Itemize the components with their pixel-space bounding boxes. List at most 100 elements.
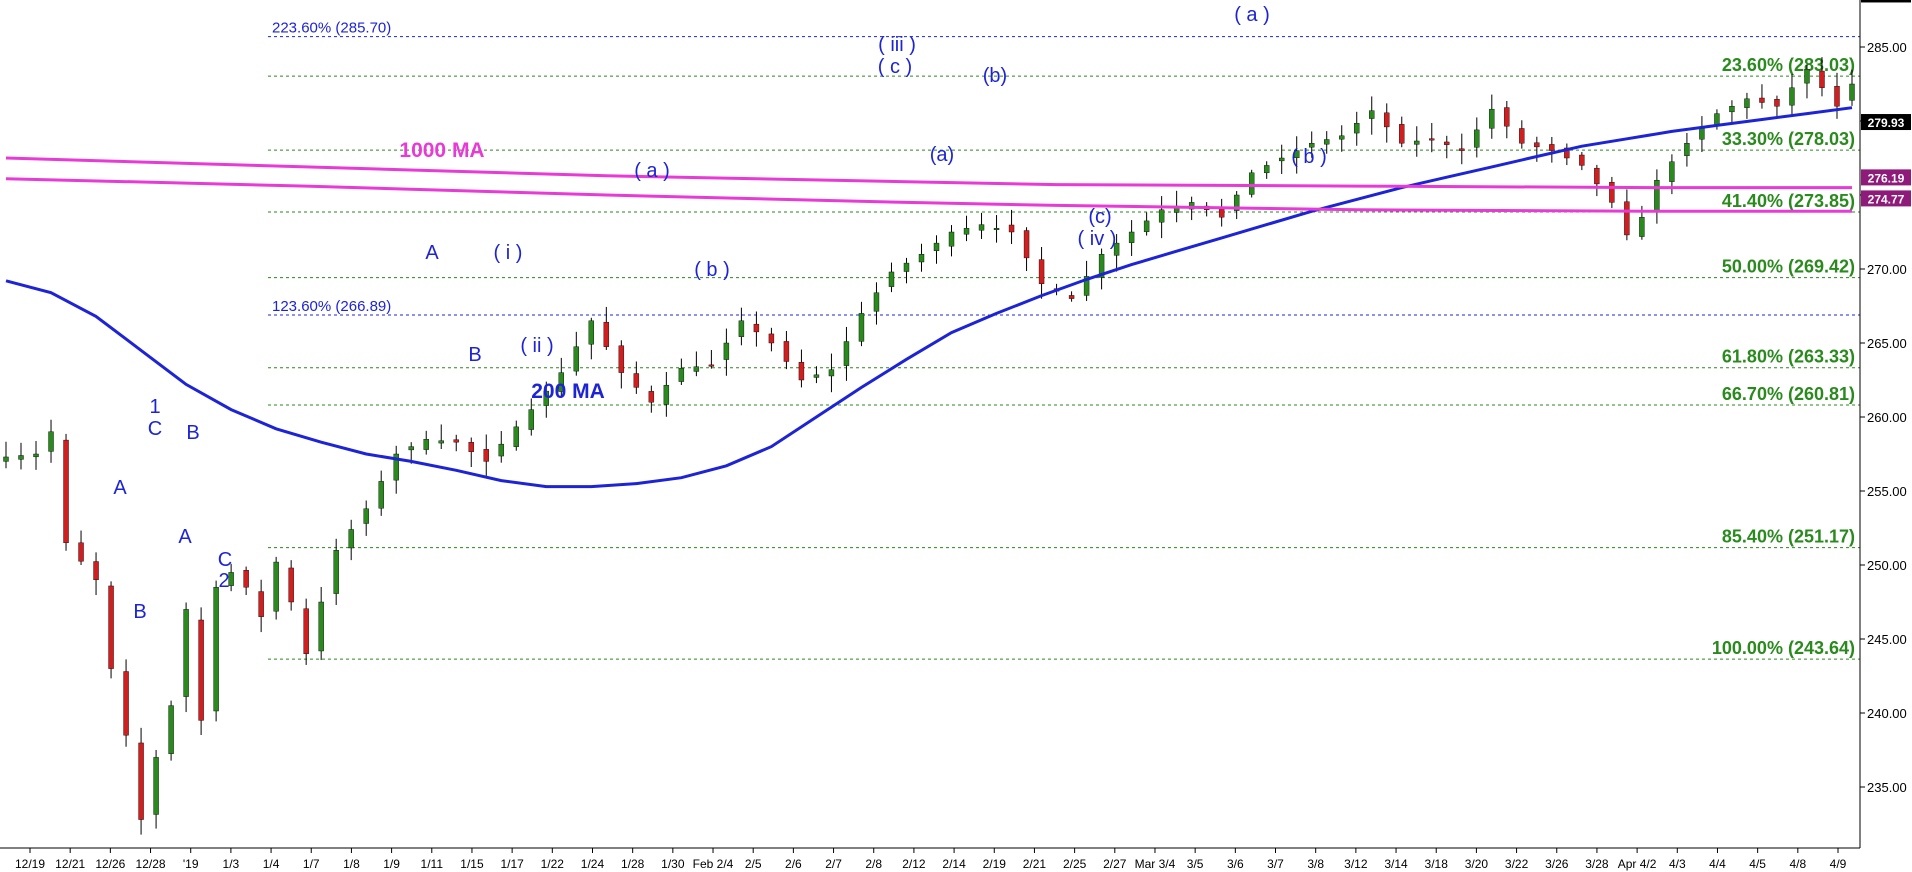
wave-label: C <box>218 549 232 571</box>
x-tick-label: 2/21 <box>1023 857 1047 871</box>
wave-label: A <box>113 477 127 499</box>
candle-body <box>588 320 595 345</box>
candle-body <box>558 372 565 392</box>
moving-averages <box>5 106 1853 489</box>
wave-label: 1000 MA <box>399 139 484 162</box>
candle-body <box>858 313 865 342</box>
candle-body <box>318 601 324 652</box>
candle-body <box>1158 209 1165 223</box>
candle-body <box>393 453 399 481</box>
candle-body <box>813 374 820 378</box>
candle-body <box>873 292 880 312</box>
wave-label: ( iv ) <box>1078 228 1117 250</box>
candle-body <box>963 228 970 235</box>
candle-body <box>903 262 910 272</box>
candle-body <box>408 446 414 451</box>
x-tick-label: 3/5 <box>1187 857 1204 871</box>
wave-label: (c) <box>1088 206 1111 228</box>
candle-body <box>498 443 504 457</box>
wave-label: ( ii ) <box>520 335 553 357</box>
candle-body <box>108 585 114 669</box>
candle-body <box>933 242 940 252</box>
x-tick-label: 3/12 <box>1344 857 1368 871</box>
wave-label: ( b ) <box>1291 146 1327 168</box>
candle-body <box>438 440 444 444</box>
x-tick-label: 4/4 <box>1709 857 1726 871</box>
candle-body <box>1579 154 1585 166</box>
candle-body <box>513 426 519 447</box>
y-tick-label: 235.00 <box>1867 780 1907 795</box>
candle-body <box>1248 172 1255 195</box>
y-tick-label: 270.00 <box>1867 262 1907 277</box>
fib-level-label: 100.00% (243.64) <box>1712 638 1855 658</box>
x-tick-label: 1/9 <box>383 857 400 871</box>
candle-body <box>1639 216 1645 237</box>
x-tick-label: Feb 2/4 <box>693 857 734 871</box>
candle-body <box>1429 138 1435 141</box>
candle-body <box>1534 142 1540 148</box>
price-tag-label: 276.19 <box>1868 171 1905 185</box>
candle-body <box>1263 165 1270 174</box>
y-tick-label: 250.00 <box>1867 558 1907 573</box>
price-tag-label: 288.55 <box>1868 0 1905 2</box>
candle-body <box>3 456 9 462</box>
candle-body <box>1759 97 1765 103</box>
fibonacci-levels: 223.60% (285.70) 23.60% (283.03) 33.30% (2… <box>268 20 1860 660</box>
wave-label: B <box>186 422 199 444</box>
candle-body <box>183 609 189 697</box>
x-tick-label: 1/3 <box>223 857 240 871</box>
price-tag-box <box>1861 0 1911 3</box>
candle-body <box>1744 98 1750 108</box>
x-tick-label: 1/8 <box>343 857 360 871</box>
candle-body <box>1233 194 1240 211</box>
candle-body <box>1489 108 1495 129</box>
candle-body <box>348 529 354 549</box>
candle-body <box>1354 123 1360 134</box>
candle-body <box>648 391 655 403</box>
candle-body <box>1729 105 1735 113</box>
wave-label: A <box>425 242 439 264</box>
x-tick-label: 1/4 <box>263 857 280 871</box>
candle-body <box>228 572 234 586</box>
x-tick-label: 2/27 <box>1103 857 1127 871</box>
candle-body <box>1474 129 1480 148</box>
candle-body <box>783 341 790 362</box>
candle-body <box>1369 110 1375 119</box>
candle-body <box>1414 140 1420 145</box>
candle-body <box>1384 112 1390 128</box>
x-tick-label: 1/24 <box>581 857 605 871</box>
candle-body <box>1774 99 1780 107</box>
fib-level-label: 23.60% (283.03) <box>1722 55 1855 75</box>
candle-body <box>1804 68 1810 84</box>
candle-body <box>1188 202 1195 210</box>
x-tick-label: 3/8 <box>1307 857 1324 871</box>
candle-body <box>1444 141 1450 145</box>
candle-body <box>798 362 805 381</box>
candle-body <box>18 455 24 460</box>
x-tick-label: 2/7 <box>825 857 842 871</box>
candle-body <box>993 228 1000 231</box>
candle-body <box>213 587 219 712</box>
candle-body <box>78 542 84 562</box>
moving-average-line <box>5 106 1853 489</box>
x-tick-label: 3/18 <box>1425 857 1449 871</box>
price-candles <box>3 57 1855 835</box>
candle-body <box>918 253 925 263</box>
candle-body <box>1128 231 1135 243</box>
wave-label: C <box>148 418 162 440</box>
y-tick-label: 260.00 <box>1867 410 1907 425</box>
x-tick-label: 1/17 <box>500 857 524 871</box>
candle-body <box>93 561 99 581</box>
candle-body <box>1008 224 1015 233</box>
x-tick-label: 3/20 <box>1465 857 1489 871</box>
candle-body <box>1699 128 1705 140</box>
candle-body <box>1849 83 1855 101</box>
x-tick-label: 12/19 <box>15 857 45 871</box>
candle-body <box>663 384 670 405</box>
candle-body <box>1669 161 1675 182</box>
fib-level-label: 223.60% (285.70) <box>272 20 391 37</box>
candle-body <box>1309 142 1315 148</box>
price-tag-box <box>1861 190 1911 207</box>
wave-label: B <box>133 601 146 623</box>
